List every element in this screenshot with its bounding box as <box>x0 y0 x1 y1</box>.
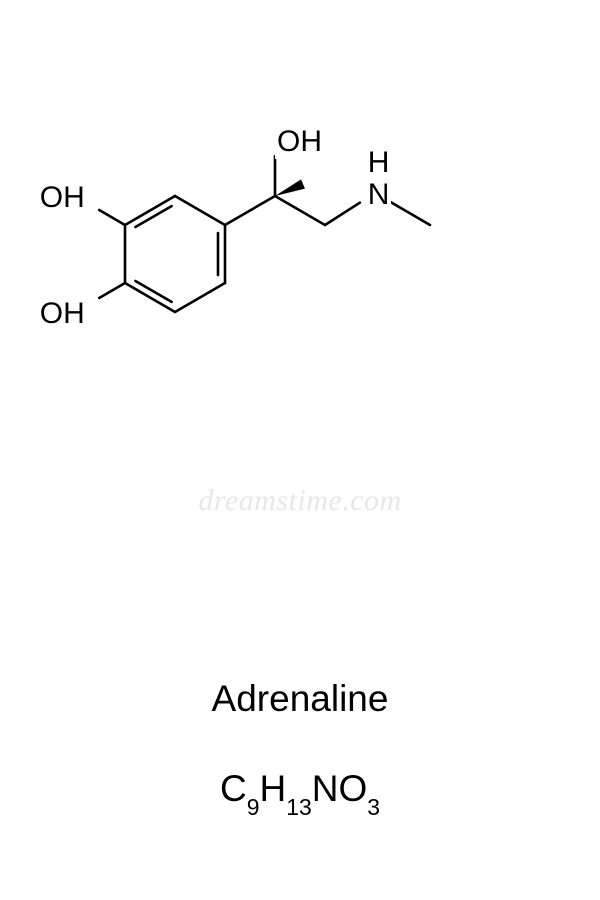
formula-element: O <box>338 768 367 809</box>
molecular-formula: C9H13NO3 <box>0 770 600 813</box>
formula-element: C <box>220 768 247 809</box>
formula-element: H <box>259 768 286 809</box>
hydroxyl-label-bottom-left: OH <box>38 297 87 331</box>
amine-n-label: N <box>366 178 392 212</box>
amine-h-label: H <box>366 146 392 180</box>
formula-element: N <box>312 768 339 809</box>
formula-subscript: 9 <box>247 794 260 820</box>
hydroxyl-label-top-left: OH <box>38 181 87 215</box>
hydroxyl-label-carbinol: OH <box>275 125 324 159</box>
formula-subscript: 13 <box>286 794 312 820</box>
compound-name: Adrenaline <box>0 680 600 717</box>
figure-canvas: OH OH OH H N dreamstime.com Adrenaline C… <box>0 0 600 900</box>
formula-subscript: 3 <box>367 794 380 820</box>
